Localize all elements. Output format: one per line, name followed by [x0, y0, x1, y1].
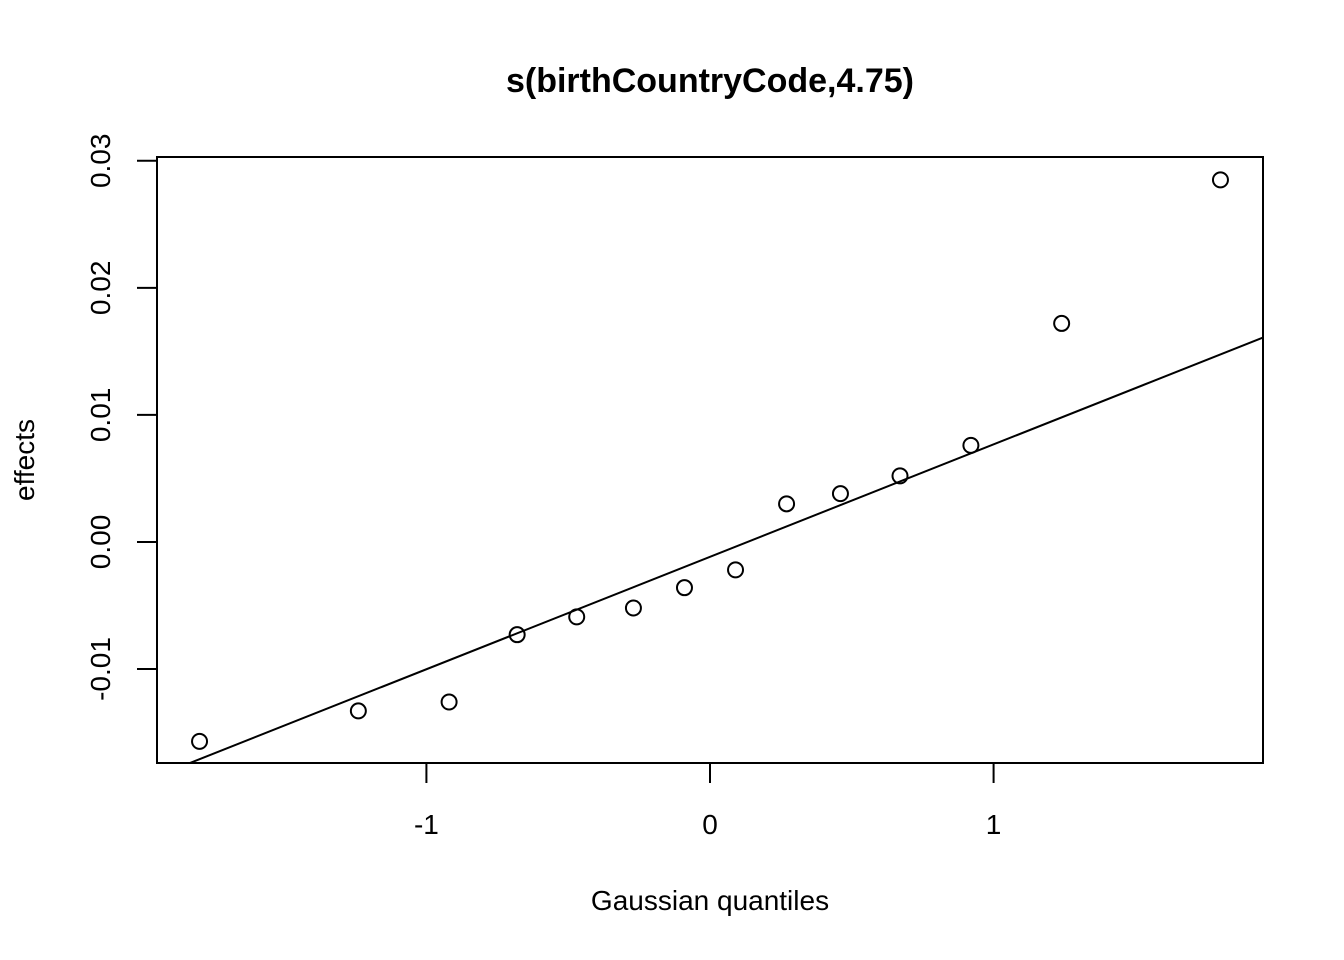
- x-axis: -1 0 1: [414, 763, 1001, 840]
- chart-title: s(birthCountryCode,4.75): [506, 62, 914, 100]
- y-tick-label-1: -0.01: [85, 637, 116, 701]
- data-point-14: [1211, 171, 1229, 189]
- data-point-1: [191, 732, 209, 750]
- plot-frame: [156, 156, 1264, 764]
- data-point-7: [675, 579, 693, 597]
- y-axis: -0.01 0.00 0.01 0.02 0.03: [85, 134, 157, 701]
- y-tick-label-5: 0.03: [85, 134, 116, 189]
- points-group: [191, 171, 1229, 750]
- data-point-4: [508, 626, 526, 644]
- data-point-9: [778, 495, 796, 513]
- reference-line: [187, 336, 1263, 763]
- plot-area: [156, 156, 1264, 764]
- data-point-6: [624, 599, 642, 617]
- x-axis-label: Gaussian quantiles: [591, 885, 829, 916]
- data-point-8: [727, 561, 745, 579]
- data-point-13: [1053, 314, 1071, 332]
- data-point-3: [440, 693, 458, 711]
- y-tick-label-4: 0.02: [85, 261, 116, 316]
- x-tick-label-1: -1: [414, 809, 439, 840]
- data-point-11: [891, 467, 909, 485]
- data-point-12: [962, 436, 980, 454]
- data-point-5: [568, 608, 586, 626]
- y-tick-label-3: 0.01: [85, 388, 116, 443]
- data-point-10: [831, 485, 849, 503]
- x-tick-label-3: 1: [986, 809, 1002, 840]
- reference-line-group: [187, 336, 1263, 763]
- y-axis-label: effects: [9, 419, 40, 501]
- y-tick-label-2: 0.00: [85, 515, 116, 570]
- data-point-2: [349, 702, 367, 720]
- x-tick-label-2: 0: [702, 809, 718, 840]
